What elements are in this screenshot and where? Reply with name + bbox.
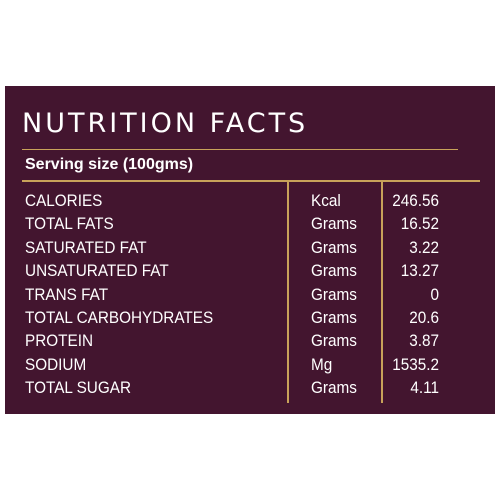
column-divider-unit [287, 181, 289, 403]
table-row: SODIUM Mg 1535.2 [0, 353, 450, 376]
header-divider [22, 180, 480, 182]
table-row: CALORIES Kcal 246.56 [0, 189, 450, 212]
title-divider [22, 149, 458, 150]
nutrient-unit: Grams [311, 261, 357, 281]
table-row: UNSATURATED FAT Grams 13.27 [0, 259, 450, 282]
nutrient-value: 16.52 [400, 214, 440, 234]
nutrient-unit: Mg [311, 354, 333, 374]
table-row: PROTEIN Grams 3.87 [0, 329, 450, 352]
nutrient-name: CALORIES [25, 191, 103, 210]
serving-size: Serving size (100gms) [25, 156, 194, 173]
nutrient-name: TOTAL CARBOHYDRATES [25, 307, 214, 327]
nutrient-unit: Grams [311, 284, 357, 304]
nutrient-unit: Grams [311, 378, 357, 398]
table-row: SATURATED FAT Grams 3.22 [0, 236, 450, 259]
nutrient-value: 246.56 [392, 191, 440, 210]
nutrient-value: 3.87 [409, 331, 440, 351]
nutrient-name: UNSATURATED FAT [25, 261, 169, 281]
panel-title: NUTRITION FACTS [22, 108, 309, 139]
nutrition-table: CALORIES Kcal 246.56 TOTAL FATS Grams 16… [0, 189, 500, 400]
nutrient-name: TRANS FAT [25, 284, 109, 304]
table-row: TOTAL FATS Grams 16.52 [0, 212, 450, 235]
nutrient-unit: Grams [311, 214, 357, 234]
nutrient-unit: Grams [311, 331, 357, 351]
nutrient-name: PROTEIN [25, 331, 94, 351]
nutrient-value: 4.11 [410, 378, 440, 398]
nutrient-value: 20.6 [409, 307, 440, 327]
nutrient-value: 3.22 [409, 237, 440, 257]
nutrient-unit: Kcal [311, 191, 341, 210]
nutrition-panel [5, 86, 495, 414]
nutrient-value: 1535.2 [392, 354, 440, 374]
nutrient-unit: Grams [311, 307, 357, 327]
nutrient-value: 13.27 [400, 261, 440, 281]
nutrient-unit: Grams [311, 237, 357, 257]
table-row: TOTAL SUGAR Grams 4.11 [0, 376, 450, 399]
table-row: TOTAL CARBOHYDRATES Grams 20.6 [0, 306, 450, 329]
table-row: TRANS FAT Grams 0 [0, 283, 450, 306]
column-divider-value [381, 181, 383, 403]
nutrient-name: SODIUM [25, 354, 87, 374]
nutrient-name: TOTAL SUGAR [25, 378, 132, 398]
nutrient-name: TOTAL FATS [25, 214, 114, 234]
nutrient-value: 0 [430, 284, 440, 304]
nutrient-name: SATURATED FAT [25, 237, 147, 257]
